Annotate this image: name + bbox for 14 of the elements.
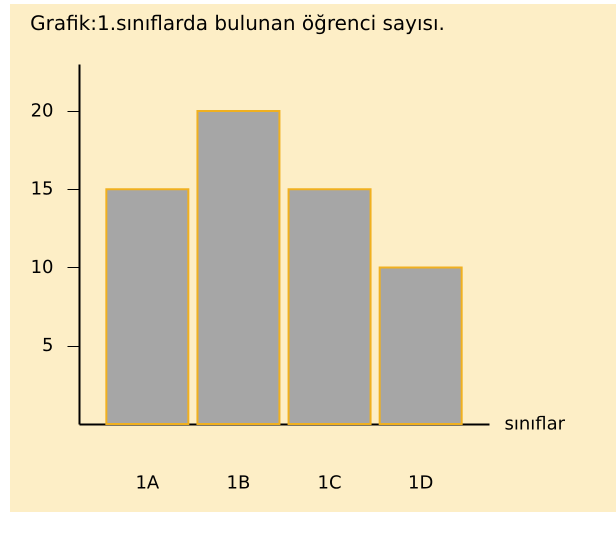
- y-tick-label: 5: [42, 335, 54, 356]
- bar: [196, 110, 280, 425]
- bar: [105, 188, 190, 425]
- x-tick-label: 1A: [135, 472, 160, 494]
- y-tick-label: 15: [30, 178, 54, 200]
- x-tick-label: 1D: [408, 472, 434, 494]
- y-tick-label: 20: [30, 100, 54, 122]
- chart-title: Grafik:1.sınıflarda bulunan öğrenci sayısı.: [30, 11, 445, 35]
- bar: [288, 188, 372, 425]
- x-tick-label: 1C: [318, 472, 342, 494]
- y-tick-label: 10: [30, 256, 54, 278]
- x-tick-label: 1B: [226, 472, 250, 494]
- bar: [378, 266, 463, 425]
- x-axis-title: sınıflar: [504, 414, 566, 434]
